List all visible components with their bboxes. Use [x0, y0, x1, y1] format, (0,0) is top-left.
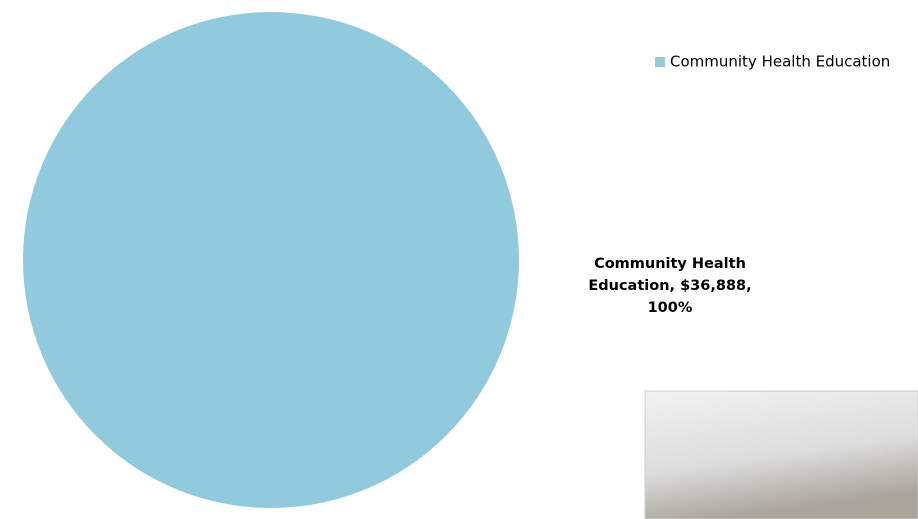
- legend-label: Community Health Education: [670, 53, 890, 71]
- data-label: Community Health Education, $36,888, 100…: [588, 256, 752, 316]
- pie-slice: [23, 12, 519, 508]
- photo: [644, 390, 918, 519]
- legend-swatch: [655, 57, 665, 67]
